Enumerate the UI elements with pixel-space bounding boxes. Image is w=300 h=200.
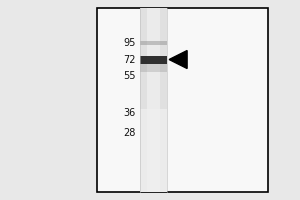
Bar — [140, 8, 167, 192]
Bar — [140, 64, 167, 72]
Bar — [140, 41, 167, 45]
Text: 36: 36 — [124, 108, 136, 118]
Text: 95: 95 — [123, 38, 136, 48]
Text: 72: 72 — [123, 55, 136, 65]
Bar — [147, 8, 160, 192]
Bar — [140, 109, 167, 192]
Bar — [140, 56, 167, 64]
Text: 55: 55 — [123, 71, 136, 81]
Polygon shape — [169, 51, 187, 69]
Bar — [97, 8, 268, 192]
Text: 28: 28 — [123, 128, 136, 138]
